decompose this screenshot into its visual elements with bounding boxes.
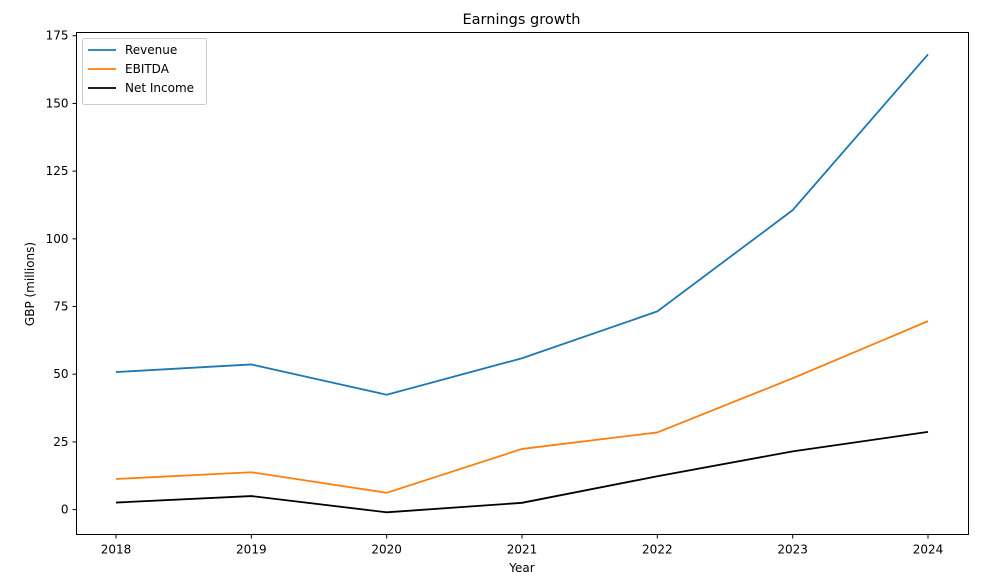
x-tick-label: 2019 bbox=[236, 543, 267, 557]
x-tick-label: 2024 bbox=[913, 543, 944, 557]
legend-label: Net Income bbox=[125, 81, 194, 95]
chart-title: Earnings growth bbox=[463, 12, 581, 28]
x-tick-label: 2022 bbox=[642, 543, 673, 557]
series-line-revenue bbox=[115, 53, 929, 396]
y-axis-label: GBP (millions) bbox=[23, 242, 37, 326]
y-tick-label: 100 bbox=[46, 232, 69, 246]
legend-label: Revenue bbox=[125, 43, 177, 57]
y-tick-label: 150 bbox=[46, 96, 69, 110]
x-tick-label: 2020 bbox=[371, 543, 402, 557]
series-line-ebitda bbox=[115, 320, 929, 494]
x-tick-label: 2021 bbox=[507, 543, 538, 557]
legend-label: EBITDA bbox=[125, 62, 170, 76]
legend: Revenue EBITDA Net Income bbox=[82, 38, 207, 105]
plot-frame bbox=[76, 32, 969, 535]
series-line-net-income bbox=[115, 430, 929, 514]
y-tick-label: 25 bbox=[53, 435, 68, 449]
y-tick-label: 50 bbox=[53, 367, 68, 381]
x-axis-label: Year bbox=[508, 561, 534, 575]
y-tick-label: 75 bbox=[53, 300, 68, 314]
y-tick-label: 175 bbox=[46, 29, 69, 43]
y-tick-label: 125 bbox=[46, 164, 69, 178]
y-tick-label: 0 bbox=[61, 503, 69, 517]
x-tick-label: 2023 bbox=[777, 543, 808, 557]
x-tick-label: 2018 bbox=[101, 543, 132, 557]
